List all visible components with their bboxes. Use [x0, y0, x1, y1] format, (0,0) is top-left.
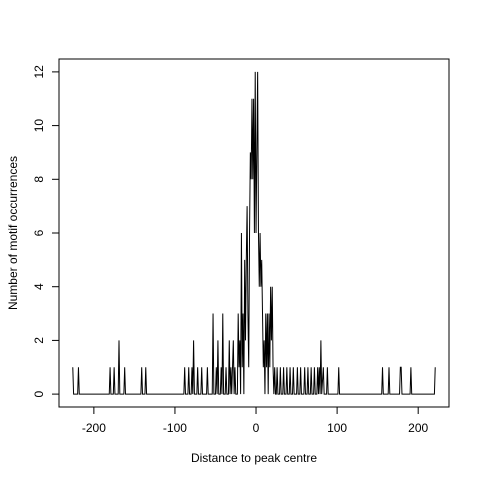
x-tick-label: 0 — [253, 421, 260, 435]
x-tick-label: -100 — [163, 421, 187, 435]
y-tick-label: 2 — [32, 337, 46, 344]
y-tick-label: 6 — [32, 229, 46, 236]
y-axis-label: Number of motif occurrences — [6, 156, 20, 310]
y-tick-label: 4 — [32, 283, 46, 290]
data-line — [72, 71, 436, 395]
x-tick-label: -200 — [82, 421, 106, 435]
x-tick-label: 200 — [408, 421, 428, 435]
x-axis-label: Distance to peak centre — [191, 451, 317, 465]
x-tick-label: 100 — [327, 421, 347, 435]
y-tick-label: 10 — [32, 119, 46, 133]
y-tick-label: 8 — [32, 176, 46, 183]
y-tick-label: 12 — [32, 65, 46, 79]
y-tick-label: 0 — [32, 390, 46, 397]
